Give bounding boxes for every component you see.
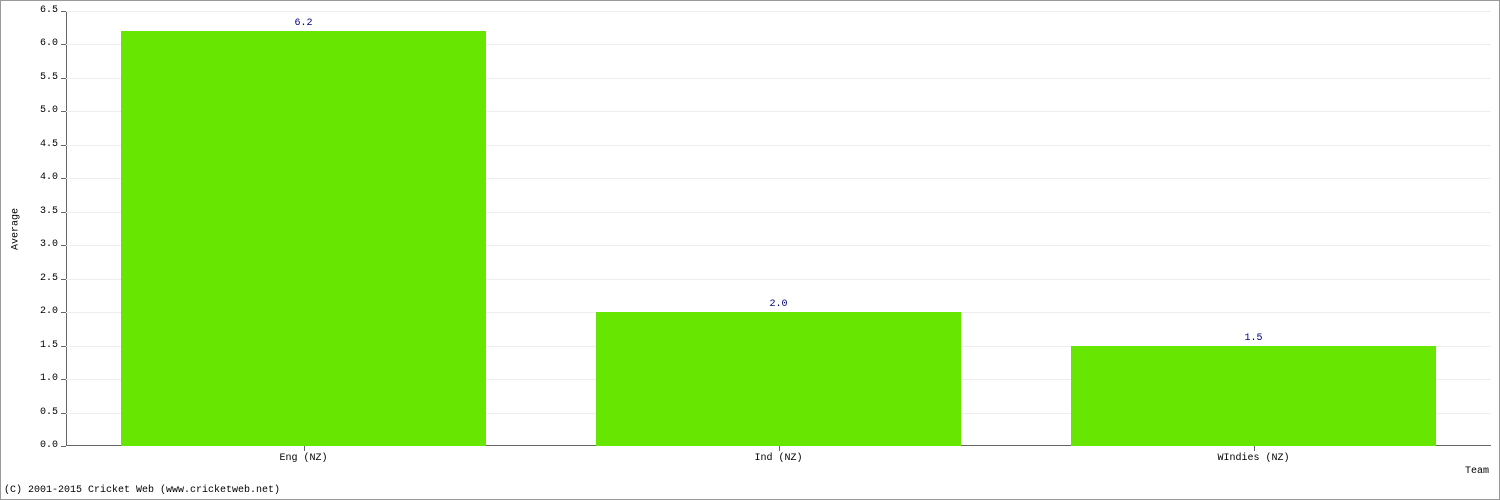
y-axis-line [66,11,67,446]
y-tick [61,312,66,313]
bar-value-label: 1.5 [1244,333,1262,344]
bar-value-label: 2.0 [769,299,787,310]
y-tick-label: 4.5 [28,140,58,150]
bar [1071,346,1437,446]
chart-container: 6.2 2.0 1.5 Average Team (C) 2001-2015 Cri… [0,0,1500,500]
x-tick-label: WIndies (NZ) [1217,453,1289,464]
y-tick-label: 1.0 [28,374,58,384]
plot-area: 6.2 2.0 1.5 [66,11,1491,446]
y-tick [61,346,66,347]
x-tick [779,446,780,451]
y-tick [61,212,66,213]
y-tick-label: 0.0 [28,441,58,451]
y-tick [61,379,66,380]
x-tick-label: Ind (NZ) [754,453,802,464]
y-tick [61,145,66,146]
x-tick [304,446,305,451]
y-tick-label: 6.5 [28,6,58,16]
x-tick-label: Eng (NZ) [279,453,327,464]
y-tick [61,413,66,414]
y-tick [61,11,66,12]
y-tick [61,44,66,45]
y-tick-label: 3.0 [28,240,58,250]
y-gridline [66,11,1491,12]
y-tick-label: 2.0 [28,307,58,317]
copyright-text: (C) 2001-2015 Cricket Web (www.cricketwe… [4,485,280,496]
y-tick [61,178,66,179]
bar [596,312,962,446]
y-tick [61,78,66,79]
y-tick-label: 1.5 [28,341,58,351]
y-tick [61,111,66,112]
y-tick-label: 2.5 [28,274,58,284]
y-tick [61,279,66,280]
y-tick [61,245,66,246]
y-tick-label: 0.5 [28,408,58,418]
bar [121,31,487,446]
y-tick-label: 5.5 [28,73,58,83]
y-tick [61,446,66,447]
y-tick-label: 6.0 [28,39,58,49]
y-tick-label: 4.0 [28,173,58,183]
y-tick-label: 3.5 [28,207,58,217]
bar-value-label: 6.2 [294,18,312,29]
x-tick [1254,446,1255,451]
y-axis-title: Average [11,207,22,249]
y-tick-label: 5.0 [28,106,58,116]
x-axis-title: Team [1465,466,1489,477]
